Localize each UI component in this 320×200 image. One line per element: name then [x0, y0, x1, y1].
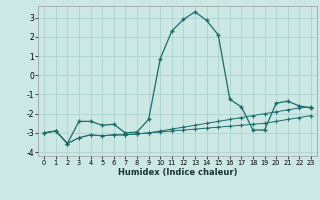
X-axis label: Humidex (Indice chaleur): Humidex (Indice chaleur)	[118, 168, 237, 177]
